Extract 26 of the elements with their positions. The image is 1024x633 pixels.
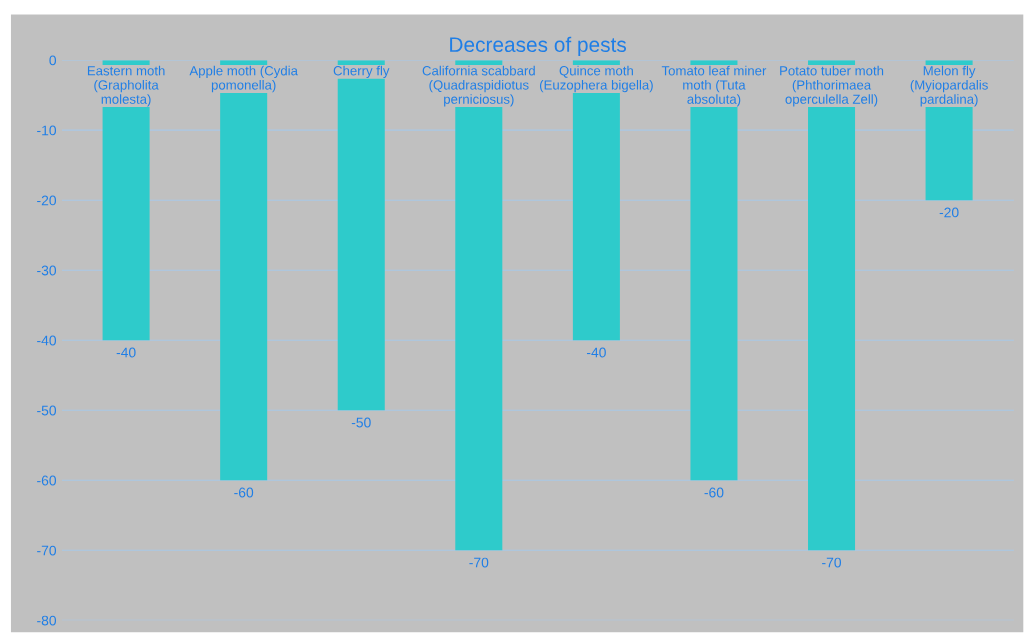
data-label: -40	[116, 347, 136, 358]
x-tick-label: Tomato leaf miner moth (Tuta absoluta)	[661, 65, 767, 107]
data-label: -20	[939, 207, 959, 218]
y-tick-label: -10	[37, 125, 57, 136]
y-tick-label: -70	[37, 545, 57, 556]
x-tick-label: Cherry fly	[333, 65, 390, 79]
x-tick-label: Quince moth (Euzophera bigella)	[540, 65, 653, 93]
data-label: -70	[469, 557, 489, 568]
x-tick-label: Apple moth (Cydia pomonella)	[189, 65, 298, 93]
y-tick-label: -50	[37, 405, 57, 416]
data-label: -50	[351, 417, 371, 428]
data-label: -60	[704, 487, 724, 498]
y-tick-label: -80	[37, 615, 57, 626]
y-tick-label: -30	[37, 265, 57, 276]
x-tick-label: Potato tuber moth (Phthorimaea operculella Zell)	[780, 65, 884, 107]
y-tick-label: -60	[37, 475, 57, 486]
y-tick-label: -20	[37, 195, 57, 206]
y-tick-label: -40	[37, 335, 57, 346]
data-label: -70	[822, 557, 842, 568]
data-label: -40	[586, 347, 606, 358]
data-label: -60	[234, 487, 254, 498]
y-tick-label: 0	[49, 55, 57, 66]
x-tick-label: Melon fly (Myiopardalis pardalina)	[910, 65, 988, 107]
x-tick-label: California scabbard (Quadraspidiotus perniciosus)	[422, 65, 535, 107]
x-tick-label: Eastern moth (Grapholita molesta)	[87, 65, 165, 107]
chart-title: Decreases of pests	[450, 36, 627, 57]
